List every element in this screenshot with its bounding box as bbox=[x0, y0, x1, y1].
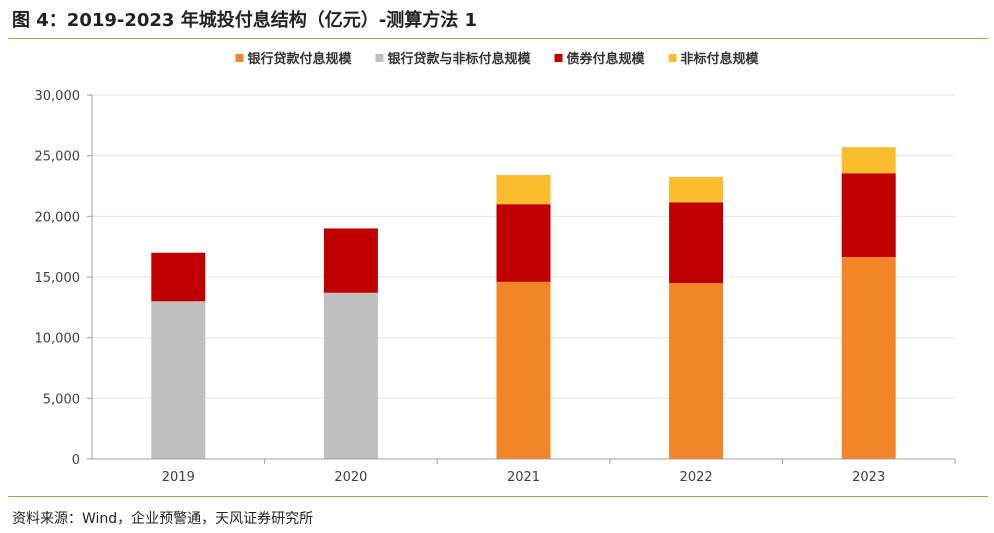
legend-swatch bbox=[668, 54, 677, 62]
bar-segment bbox=[323, 228, 378, 293]
bars bbox=[151, 147, 896, 459]
y-tick-label: 10,000 bbox=[35, 332, 81, 347]
legend-item: 债券付息规模 bbox=[554, 51, 646, 67]
y-tick-label: 5,000 bbox=[43, 392, 80, 407]
title-rule bbox=[8, 38, 988, 39]
page-title: 图 4：2019-2023 年城投付息结构（亿元）-测算方法 1 bbox=[12, 10, 477, 31]
bar-segment bbox=[151, 252, 206, 302]
bar-segment bbox=[151, 301, 206, 459]
x-tick-label: 2021 bbox=[507, 470, 540, 485]
y-tick-label: 30,000 bbox=[35, 89, 81, 104]
bar-segment bbox=[496, 204, 551, 282]
bar-segment bbox=[669, 176, 724, 203]
legend-label: 银行贷款与非标付息规模 bbox=[387, 51, 531, 67]
x-tick-label: 2022 bbox=[680, 470, 713, 485]
bar-segment bbox=[496, 281, 551, 459]
source-note: 资料来源：Wind，企业预警通，天风证券研究所 bbox=[12, 511, 314, 527]
bar-segment bbox=[669, 283, 724, 459]
bar-segment bbox=[323, 292, 378, 459]
legend-swatch bbox=[235, 54, 244, 62]
legend-item: 银行贷款与非标付息规模 bbox=[375, 51, 531, 67]
bar-segment bbox=[669, 202, 724, 284]
source-rule bbox=[8, 496, 988, 497]
legend-swatch bbox=[554, 54, 563, 62]
x-tick-label: 2023 bbox=[852, 470, 885, 485]
legend-item: 非标付息规模 bbox=[668, 51, 760, 67]
y-tick-label: 15,000 bbox=[35, 271, 81, 286]
y-tick-label: 25,000 bbox=[35, 150, 81, 165]
bar-segment bbox=[841, 173, 896, 257]
legend: 银行贷款付息规模 银行贷款与非标付息规模 债券付息规模 非标付息规模 bbox=[235, 51, 760, 67]
legend-swatch bbox=[375, 54, 384, 62]
bar-segment bbox=[496, 175, 551, 205]
stacked-bar-chart: 0 5,000 10,000 15,000 20,000 25,000 30,000 2019… bbox=[35, 51, 956, 485]
x-tick-label: 2020 bbox=[334, 470, 367, 485]
x-tick-label: 2019 bbox=[162, 470, 195, 485]
y-tick-label: 20,000 bbox=[35, 210, 81, 225]
legend-label: 银行贷款付息规模 bbox=[247, 51, 352, 67]
axes: 0 5,000 10,000 15,000 20,000 25,000 30,000 2019… bbox=[35, 89, 956, 485]
legend-label: 债券付息规模 bbox=[567, 51, 646, 67]
bar-segment bbox=[841, 147, 896, 174]
legend-label: 非标付息规模 bbox=[681, 51, 760, 67]
y-tick-label: 0 bbox=[72, 453, 80, 468]
bar-segment bbox=[841, 256, 896, 459]
legend-item: 银行贷款付息规模 bbox=[235, 51, 352, 67]
